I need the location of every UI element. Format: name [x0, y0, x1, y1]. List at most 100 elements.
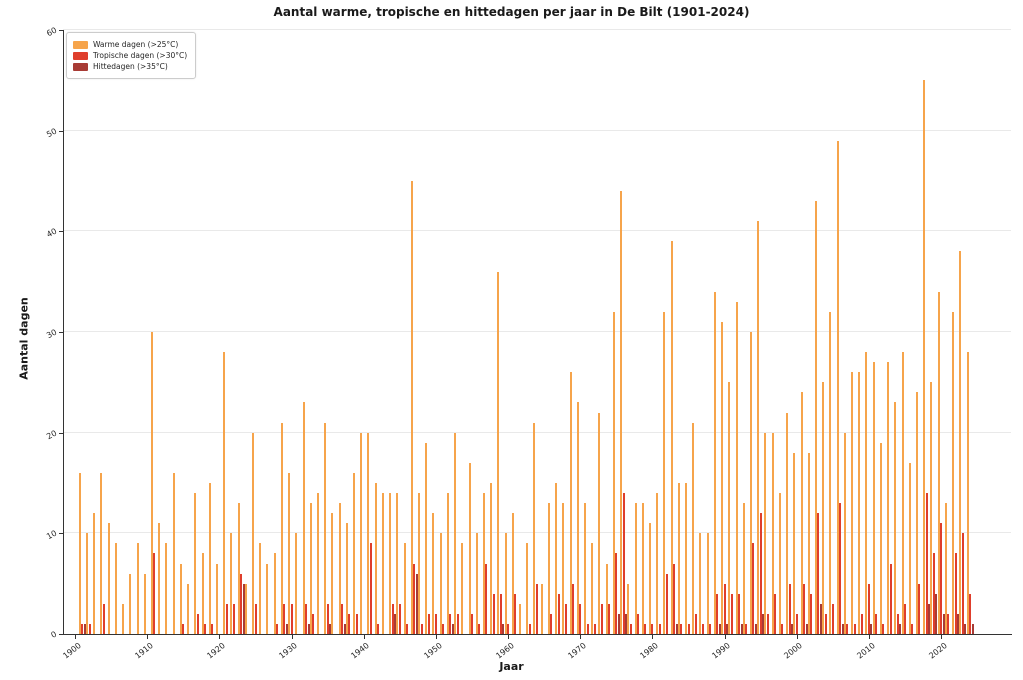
bar-tropische-1937	[341, 603, 344, 634]
bar-tropische-2006	[839, 503, 842, 634]
bar-warme-1958	[490, 483, 493, 634]
bar-warme-2013	[887, 362, 890, 634]
bar-hitte-2003	[819, 603, 822, 634]
bar-tropische-1949	[427, 613, 430, 634]
bar-tropische-1948	[420, 623, 423, 634]
bar-warme-1976	[620, 191, 623, 634]
bar-warme-1993	[742, 503, 745, 634]
bar-warme-1983	[670, 241, 673, 634]
bar-tropische-1911	[153, 553, 156, 634]
bar-tropische-1971	[586, 623, 589, 634]
bar-warme-1991	[728, 382, 731, 634]
bar-warme-1938	[345, 523, 348, 634]
bar-tropische-1982	[665, 573, 668, 634]
bar-tropische-1925	[254, 603, 257, 634]
x-tick-mark-1930	[291, 635, 293, 639]
bar-warme-2011	[872, 362, 875, 634]
y-tick-label-20: 20	[44, 428, 59, 441]
bar-tropische-2000	[795, 613, 798, 634]
bar-warme-1913	[165, 543, 168, 634]
bar-warme-1959	[497, 271, 500, 634]
y-axis-line	[63, 30, 64, 634]
x-tick-mark-1950	[435, 635, 437, 639]
bar-tropische-1922	[232, 603, 235, 634]
bar-tropische-1944	[391, 603, 394, 634]
bar-tropische-1987	[701, 623, 704, 634]
bar-warme-1934	[316, 493, 319, 634]
legend-swatch-warme	[73, 40, 88, 49]
x-tick-mark-1990	[724, 635, 726, 639]
x-tick-mark-1920	[219, 635, 221, 639]
bar-hitte-1992	[740, 623, 743, 634]
bar-warme-1975	[612, 311, 615, 634]
bar-tropische-1968	[564, 603, 567, 634]
bar-warme-1974	[605, 563, 608, 634]
bar-warme-1901	[78, 472, 81, 634]
bar-warme-1928	[273, 553, 276, 634]
bar-tropische-1928	[276, 623, 279, 634]
bar-tropische-1956	[478, 623, 481, 634]
bar-warme-1969	[569, 372, 572, 634]
bar-warme-1987	[699, 533, 702, 634]
bar-tropische-1964	[535, 583, 538, 634]
bar-tropische-2013	[889, 563, 892, 634]
y-tick-label-0: 0	[49, 629, 59, 640]
bar-warme-1963	[526, 543, 529, 634]
bar-warme-1933	[309, 503, 312, 634]
legend-item-tropische: Tropische dagen (>30°C)	[73, 51, 187, 60]
bar-warme-1922	[230, 533, 233, 634]
bar-warme-1989	[713, 291, 716, 634]
bar-tropische-1932	[305, 603, 308, 634]
bar-warme-1979	[641, 503, 644, 634]
bar-tropische-1969	[572, 583, 575, 634]
bar-warme-1918	[201, 553, 204, 634]
bar-warme-2018	[923, 80, 926, 634]
x-tick-label-1950: 1950	[421, 641, 444, 661]
x-tick-label-2010: 2010	[854, 641, 877, 661]
bar-tropische-1975	[615, 553, 618, 634]
bar-tropische-1959	[499, 593, 502, 634]
bar-warme-1936	[331, 513, 334, 634]
bar-warme-2000	[793, 452, 796, 634]
bar-warme-1935	[324, 422, 327, 634]
bar-warme-1919	[208, 483, 211, 634]
bar-tropische-1961	[514, 593, 517, 634]
bar-tropische-2008	[853, 623, 856, 634]
bar-warme-1930	[288, 472, 291, 634]
x-tick-label-1940: 1940	[349, 641, 372, 661]
bar-tropische-1950	[434, 613, 437, 634]
bar-tropische-1929	[283, 603, 286, 634]
bar-hitte-1989	[718, 623, 721, 634]
bar-tropische-1930	[290, 603, 293, 634]
bar-warme-1960	[504, 533, 507, 634]
x-tick-mark-1900	[75, 635, 76, 639]
bar-warme-2012	[879, 442, 882, 634]
bar-warme-1956	[475, 533, 478, 634]
bar-hitte-2019	[935, 593, 938, 634]
bar-warme-1904	[100, 472, 103, 634]
bar-warme-1964	[533, 422, 536, 634]
bar-warme-1990	[721, 321, 724, 634]
x-tick-mark-1970	[580, 635, 582, 639]
bar-warme-1998	[778, 493, 781, 634]
bar-tropische-2015	[904, 603, 907, 634]
bar-hitte-1929	[285, 623, 288, 634]
bar-warme-2009	[858, 372, 861, 634]
x-tick-label-1930: 1930	[277, 641, 300, 661]
bar-warme-1910	[143, 573, 146, 634]
legend: Warme dagen (>25°C) Tropische dagen (>30°…	[66, 32, 197, 79]
bar-warme-1957	[482, 493, 485, 634]
bar-hitte-1975	[617, 613, 620, 634]
bar-warme-2016	[908, 462, 911, 634]
bar-tropische-1945	[398, 603, 401, 634]
bar-tropische-1988	[709, 623, 712, 634]
bar-warme-1962	[519, 603, 522, 634]
bar-tropische-1951	[442, 623, 445, 634]
bar-warme-2005	[829, 311, 832, 634]
bar-tropische-1955	[471, 613, 474, 634]
bar-tropische-1960	[507, 623, 510, 634]
x-axis-line	[63, 634, 1012, 635]
bar-tropische-1935	[326, 603, 329, 634]
bar-hitte-2001	[805, 623, 808, 634]
bar-tropische-1958	[492, 593, 495, 634]
